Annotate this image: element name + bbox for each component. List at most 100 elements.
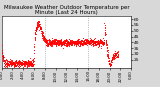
Point — [26, 66, 28, 67]
Point — [40, 32, 43, 33]
Point — [97, 43, 99, 44]
Point — [53, 41, 56, 43]
Point — [109, 65, 112, 66]
Point — [28, 65, 30, 67]
Point — [115, 56, 118, 57]
Point — [75, 43, 78, 44]
Point — [68, 39, 71, 40]
Point — [58, 40, 61, 41]
Point — [87, 41, 90, 43]
Point — [29, 64, 32, 65]
Point — [84, 40, 87, 41]
Point — [68, 38, 70, 39]
Point — [3, 62, 5, 64]
Point — [13, 65, 15, 66]
Point — [61, 42, 64, 43]
Point — [38, 24, 40, 25]
Point — [76, 44, 78, 45]
Point — [109, 62, 112, 63]
Point — [91, 43, 94, 44]
Point — [64, 41, 67, 43]
Point — [32, 61, 34, 63]
Point — [112, 56, 114, 58]
Point — [41, 32, 44, 34]
Point — [104, 39, 107, 41]
Point — [61, 43, 64, 45]
Point — [106, 55, 109, 56]
Point — [31, 64, 34, 66]
Point — [36, 26, 39, 27]
Point — [8, 62, 11, 63]
Point — [14, 60, 17, 61]
Point — [97, 40, 100, 41]
Point — [16, 64, 18, 65]
Point — [101, 40, 104, 42]
Point — [44, 42, 47, 43]
Point — [7, 62, 9, 64]
Point — [28, 63, 30, 64]
Point — [93, 37, 96, 39]
Point — [112, 54, 114, 55]
Point — [91, 39, 93, 40]
Point — [55, 42, 58, 44]
Point — [6, 63, 8, 64]
Point — [81, 43, 84, 44]
Point — [51, 41, 53, 43]
Point — [36, 23, 39, 25]
Point — [62, 41, 64, 42]
Point — [114, 52, 116, 53]
Point — [44, 40, 46, 41]
Point — [22, 60, 25, 62]
Point — [93, 41, 95, 43]
Point — [3, 63, 5, 64]
Point — [16, 64, 18, 66]
Point — [93, 40, 95, 42]
Point — [24, 61, 26, 62]
Point — [87, 40, 90, 42]
Point — [56, 42, 58, 43]
Point — [93, 41, 96, 42]
Point — [100, 40, 103, 41]
Point — [45, 40, 48, 42]
Point — [85, 40, 88, 41]
Point — [107, 58, 110, 59]
Point — [55, 42, 58, 43]
Point — [110, 64, 112, 65]
Point — [112, 55, 114, 56]
Point — [16, 62, 19, 63]
Point — [7, 60, 9, 61]
Point — [108, 62, 111, 64]
Point — [102, 44, 105, 45]
Point — [89, 42, 92, 43]
Point — [56, 40, 59, 42]
Point — [70, 42, 72, 44]
Point — [59, 41, 62, 43]
Point — [56, 41, 59, 42]
Point — [53, 42, 56, 43]
Point — [12, 66, 15, 67]
Point — [22, 62, 25, 64]
Point — [34, 33, 37, 35]
Point — [72, 42, 75, 44]
Point — [102, 41, 104, 42]
Point — [59, 39, 61, 41]
Point — [32, 58, 34, 59]
Point — [89, 42, 91, 44]
Point — [103, 23, 106, 24]
Point — [114, 55, 116, 56]
Point — [82, 42, 85, 43]
Point — [25, 61, 28, 62]
Point — [106, 50, 109, 51]
Point — [42, 37, 45, 38]
Point — [115, 54, 117, 55]
Point — [37, 24, 40, 25]
Point — [108, 60, 110, 61]
Point — [11, 62, 13, 64]
Point — [59, 39, 62, 40]
Point — [71, 43, 73, 45]
Point — [25, 62, 27, 63]
Point — [18, 64, 20, 65]
Point — [11, 60, 14, 61]
Point — [6, 66, 8, 67]
Point — [67, 41, 69, 43]
